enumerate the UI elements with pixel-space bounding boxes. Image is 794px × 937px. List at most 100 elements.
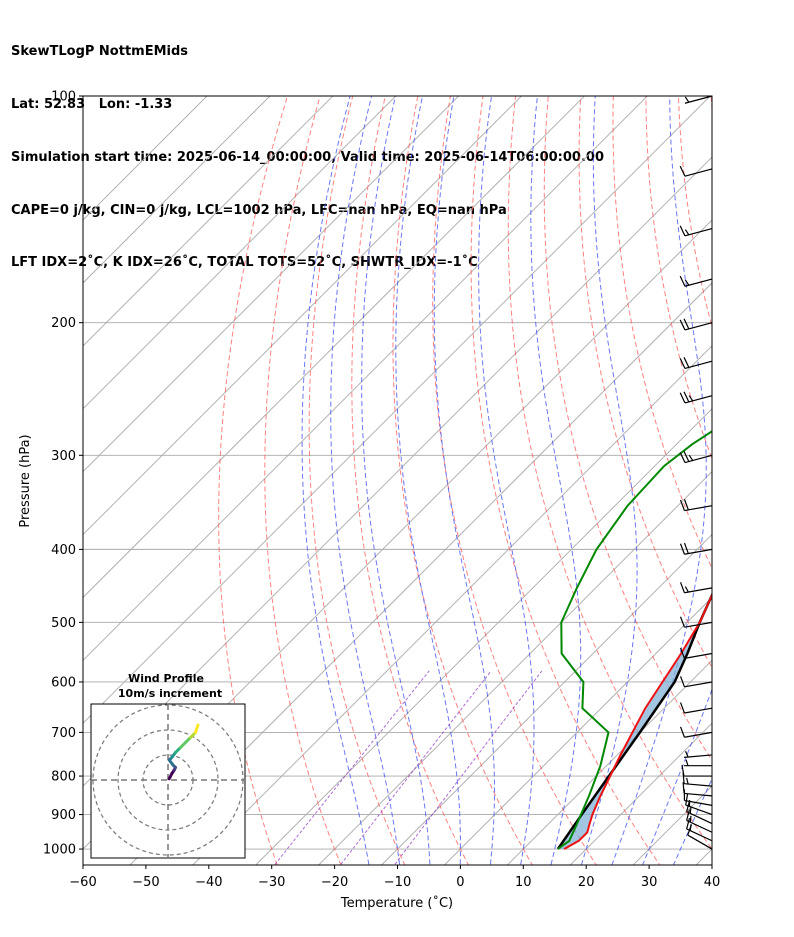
moist-adiabat-line — [395, 96, 461, 865]
sounding-profiles — [556, 430, 712, 850]
x-tick-label: −50 — [132, 875, 159, 890]
wind-barb-staff — [684, 548, 713, 555]
wind-barb-staff — [684, 792, 713, 797]
indices-line: LFT IDX=2˚C, K IDX=26˚C, TOTAL TOTS=52˚C… — [11, 255, 478, 271]
cape-fill-area — [557, 595, 712, 849]
wind-barb — [679, 702, 713, 714]
wind-barb-feather — [685, 793, 689, 806]
wind-barb-staff — [684, 681, 713, 688]
wind-barb — [679, 647, 713, 659]
wind-barb — [684, 95, 713, 104]
wind-barb-staff — [687, 834, 713, 850]
wind-barb — [679, 391, 713, 404]
cape-shading — [557, 595, 712, 849]
wind-barb — [682, 772, 713, 787]
wind-barb-staff — [684, 395, 713, 404]
isotherm-line — [83, 96, 460, 473]
isotherm-line — [380, 533, 712, 865]
x-tick-label: −60 — [69, 875, 96, 890]
wind-barb-staff — [684, 505, 713, 512]
wind-barb-staff — [684, 587, 713, 594]
wind-barb-staff — [684, 168, 713, 177]
isotherm-line — [192, 345, 712, 865]
moist-adiabat-line — [580, 96, 638, 865]
wind-barb-feather — [679, 275, 686, 287]
wind-barb-staff — [684, 360, 713, 370]
y-tick-label: 300 — [51, 449, 76, 464]
wind-barb-feather — [686, 817, 691, 830]
x-tick-label: 40 — [704, 875, 721, 890]
isotherm-line — [443, 596, 712, 865]
dry-adiabat-line — [677, 96, 712, 329]
wind-barb-feather — [679, 499, 685, 511]
wind-barb-feather — [679, 647, 685, 659]
axis-ticks: −60 −50 −40 −30 −20 −10 0 10 20 30 40 1000 900 800 700… — [43, 90, 720, 891]
wind-barb-feather — [679, 702, 685, 714]
y-tick-label: 400 — [51, 543, 76, 558]
wind-barb — [682, 782, 713, 797]
wind-barb-staff — [684, 95, 713, 104]
dry-adiabat-line — [470, 96, 661, 865]
moist-adiabat-line — [361, 96, 431, 865]
wind-barb — [679, 542, 713, 555]
wind-barb-staff — [684, 652, 713, 659]
dry-adiabat-line — [392, 96, 533, 865]
wind-barb-feather — [683, 357, 690, 368]
hodograph-trace — [194, 723, 200, 734]
y-tick-label: 900 — [51, 808, 76, 823]
dry-adiabat-line — [308, 96, 406, 865]
wind-barb-staff — [684, 799, 713, 806]
x-tick-label: −20 — [321, 875, 348, 890]
isotherm-line — [83, 96, 271, 284]
x-tick-label: −10 — [384, 875, 411, 890]
dewpoint-line — [557, 430, 712, 850]
isotherm-line — [83, 96, 711, 724]
wind-barb — [679, 616, 713, 628]
wind-barb — [687, 824, 713, 850]
y-tick-label: 800 — [51, 770, 76, 785]
chart-title: SkewTLogP NottmEMids — [11, 44, 189, 60]
dry-adiabat-line — [351, 96, 470, 865]
wind-barb-feather — [679, 616, 685, 628]
dry-adiabat-line — [578, 96, 712, 669]
moist-adiabat-line — [478, 96, 535, 865]
wind-barb-staff — [684, 707, 713, 714]
hodograph-subtitle: 10m/s increment — [118, 687, 222, 700]
y-tick-label: 500 — [51, 616, 76, 631]
wind-barb-feather — [686, 809, 691, 821]
wind-barb-feather — [686, 777, 689, 785]
wind-barb-feather — [684, 586, 689, 593]
mixing-ratio-line — [273, 670, 430, 865]
isotherm-line — [83, 96, 208, 221]
dry-adiabat-line — [218, 96, 289, 865]
wind-barb-staff — [684, 278, 713, 287]
wind-barb — [679, 726, 713, 738]
wind-barb-staff — [684, 454, 713, 464]
wind-barb-staff — [684, 754, 713, 758]
wind-barb-feather — [683, 499, 689, 511]
isotherm-line — [318, 471, 712, 865]
wind-barb-staff — [686, 828, 713, 842]
wind-barb-feather — [689, 824, 692, 831]
wind-barb-staff — [684, 731, 713, 738]
isotherm-line — [83, 96, 397, 410]
wind-barb-feather — [688, 454, 694, 461]
temperature-line — [563, 592, 712, 850]
isotherm-line — [83, 96, 586, 599]
wind-barb-feather — [679, 543, 685, 555]
x-tick-label: 10 — [515, 875, 532, 890]
wind-barb — [686, 809, 713, 833]
isotherm-line — [83, 96, 648, 661]
wind-barb-feather — [683, 318, 690, 330]
hodograph-inset: Wind Profile 10m/s increment — [90, 672, 246, 859]
isotherm-line — [569, 722, 712, 865]
isotherm-line — [129, 282, 712, 865]
y-tick-label: 100 — [51, 90, 76, 105]
isotherm-line — [255, 408, 712, 865]
wind-barb-feather — [689, 815, 692, 823]
x-axis-title: Temperature (˚C) — [340, 895, 453, 911]
isotherm-line — [83, 96, 334, 347]
y-tick-label: 700 — [51, 726, 76, 741]
chart-title-block: SkewTLogP NottmEMids Lat: 52.83 Lon: -1.… — [11, 8, 604, 290]
